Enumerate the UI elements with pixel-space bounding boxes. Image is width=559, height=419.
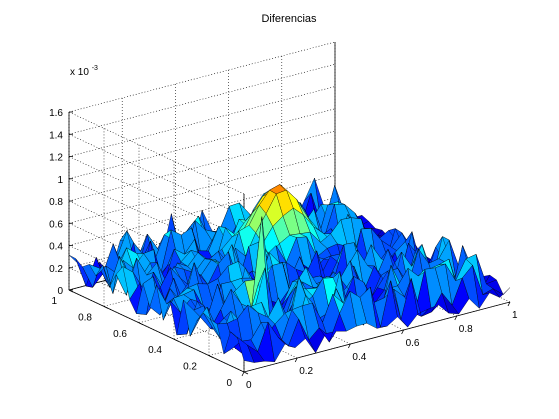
axis-edge bbox=[243, 301, 511, 373]
z-tick-label: 0.4 bbox=[49, 242, 63, 253]
z-gridline-back-wall bbox=[68, 175, 336, 246]
axis-tick-labels: 00.20.40.60.8100.20.40.60.8100.20.40.60.… bbox=[49, 108, 518, 391]
z-exponent-label: x 10 -3 bbox=[70, 65, 98, 78]
x-tick-label: 0.4 bbox=[352, 352, 366, 363]
z-tick-label: 0.6 bbox=[49, 219, 63, 230]
y-tick-label: 0.8 bbox=[78, 312, 92, 323]
x-tick-label: 0.2 bbox=[299, 366, 313, 377]
z-tick-label: 0 bbox=[57, 286, 63, 297]
y-tick-mark bbox=[243, 371, 249, 375]
z-exponent-base: x 10 bbox=[70, 67, 89, 78]
y-tick-label: 0.4 bbox=[148, 345, 162, 356]
z-gridline-left-wall bbox=[68, 200, 245, 284]
x-tick-mark bbox=[348, 343, 351, 349]
z-tick-label: 0.2 bbox=[49, 264, 63, 275]
z-tick-label: 1.4 bbox=[49, 130, 63, 141]
z-gridline-back-wall bbox=[68, 108, 336, 180]
x-tick-label: 0.6 bbox=[406, 338, 420, 349]
z-tick-label: 0.8 bbox=[49, 197, 63, 208]
y-tick-label: 0 bbox=[226, 378, 232, 389]
axis-edge bbox=[68, 289, 245, 373]
y-tick-label: 0.6 bbox=[113, 329, 127, 340]
z-gridline-back-wall bbox=[68, 41, 336, 113]
surface-face bbox=[492, 287, 511, 298]
y-tick-label: 1 bbox=[51, 296, 57, 307]
z-tick-label: 1.2 bbox=[49, 153, 63, 164]
x-tick-label: 0.8 bbox=[459, 324, 473, 335]
z-gridline-left-wall bbox=[68, 133, 245, 217]
z-gridline-back-wall bbox=[68, 86, 336, 157]
z-gridline-back-wall bbox=[68, 63, 336, 135]
x-tick-label: 0 bbox=[246, 380, 252, 391]
y-tick-mark bbox=[173, 338, 179, 342]
z-tick-label: 1.6 bbox=[49, 108, 63, 119]
y-tick-mark bbox=[103, 306, 109, 309]
z-gridline-back-wall bbox=[68, 152, 336, 224]
z-tick-label: 1 bbox=[57, 175, 63, 186]
x-tick-mark bbox=[507, 301, 511, 307]
y-tick-label: 0.2 bbox=[183, 362, 197, 373]
x-tick-mark bbox=[241, 371, 245, 377]
surface-mesh bbox=[68, 177, 511, 363]
y-tick-mark bbox=[208, 355, 214, 358]
x-tick-mark bbox=[401, 329, 404, 335]
x-tick-mark bbox=[454, 315, 458, 321]
z-gridline-back-wall bbox=[68, 130, 336, 202]
x-tick-mark bbox=[294, 357, 298, 363]
z-gridline-left-wall bbox=[68, 178, 245, 262]
y-tick-mark bbox=[138, 322, 144, 326]
z-gridline-left-wall bbox=[68, 156, 245, 239]
x-tick-label: 1 bbox=[512, 310, 518, 321]
chart-title: Diferencias bbox=[261, 13, 317, 25]
z-gridline-left-wall bbox=[68, 111, 245, 195]
z-exponent-power: -3 bbox=[92, 65, 98, 72]
